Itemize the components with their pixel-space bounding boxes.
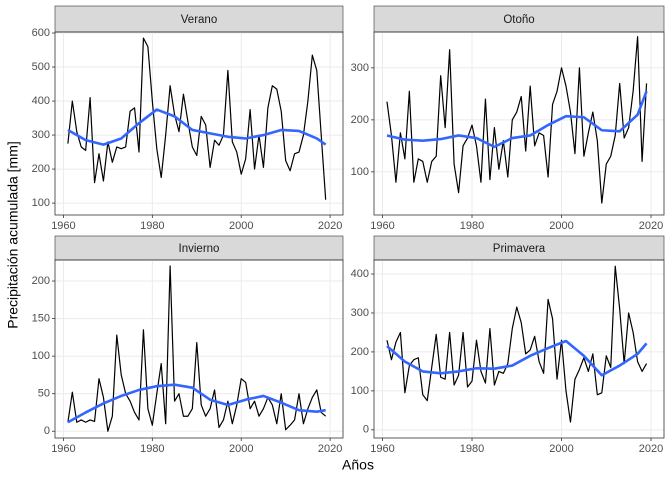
smooth-line [67, 108, 327, 146]
x-axis-title: Años [342, 457, 374, 473]
panel-border [373, 259, 665, 439]
panel-background [374, 32, 664, 215]
y-axis-title: Precipitación acumulada [mm] [5, 141, 21, 329]
y-tick-label: 100 [32, 350, 50, 362]
y-tick-label: 50 [38, 388, 50, 400]
y-tick-label: 500 [32, 61, 50, 73]
y-tick-label: 0 [363, 424, 369, 436]
x-tick-label: 1960 [51, 443, 75, 455]
panel-border [54, 31, 344, 216]
x-tick-label: 2020 [639, 443, 663, 455]
y-tick-label: 300 [351, 307, 369, 319]
y-tick-label: 300 [32, 129, 50, 141]
x-tick-label: 2020 [318, 220, 342, 232]
x-tick-label: 1980 [460, 443, 484, 455]
x-tick-label: 1980 [140, 443, 164, 455]
x-tick-label: 2000 [229, 443, 253, 455]
panel-background [55, 32, 343, 215]
smooth-line [386, 339, 648, 377]
data-line [67, 265, 327, 432]
strip [373, 5, 665, 33]
panel-background [374, 260, 664, 438]
smooth-line [386, 90, 648, 149]
y-tick-label: 100 [351, 385, 369, 397]
smooth-line [67, 383, 326, 424]
y-tick-label: 400 [351, 268, 369, 280]
x-tick-label: 2000 [549, 443, 573, 455]
y-tick-label: 100 [32, 197, 50, 209]
strip [54, 235, 344, 261]
strip [54, 5, 344, 33]
x-tick-label: 1980 [140, 220, 164, 232]
y-tick-label: 300 [351, 62, 369, 74]
strip-title: Otoño [503, 14, 534, 26]
y-tick-label: 200 [351, 114, 369, 126]
y-tick-label: 0 [44, 425, 50, 437]
data-line [386, 36, 648, 204]
panel-border [54, 259, 344, 439]
y-tick-label: 200 [32, 275, 50, 287]
data-line [67, 37, 327, 200]
panel-border [373, 31, 665, 216]
strip-title: Invierno [179, 243, 220, 255]
x-tick-label: 1960 [370, 220, 394, 232]
x-tick-label: 2000 [549, 220, 573, 232]
y-tick-label: 200 [351, 346, 369, 358]
x-tick-label: 2020 [639, 220, 663, 232]
y-tick-label: 100 [351, 166, 369, 178]
y-tick-label: 600 [32, 27, 50, 39]
strip [373, 235, 665, 261]
x-tick-label: 1960 [370, 443, 394, 455]
x-tick-label: 1980 [460, 220, 484, 232]
x-tick-label: 1960 [51, 220, 75, 232]
y-tick-label: 150 [32, 312, 50, 324]
data-line [386, 265, 648, 423]
x-tick-label: 2000 [229, 220, 253, 232]
y-tick-label: 400 [32, 95, 50, 107]
strip-title: Primavera [493, 243, 546, 255]
x-tick-label: 2020 [318, 443, 342, 455]
strip-title: Verano [181, 14, 217, 26]
y-tick-label: 200 [32, 163, 50, 175]
